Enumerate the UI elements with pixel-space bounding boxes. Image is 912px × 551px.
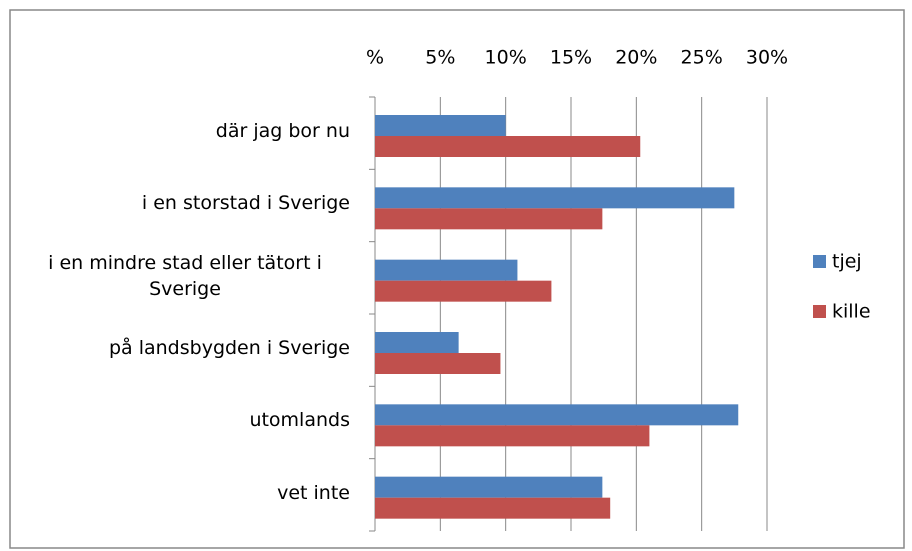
legend-swatch [813, 305, 826, 318]
bar [375, 476, 603, 498]
x-tick-label: % [366, 47, 384, 69]
x-tick-label: 10% [485, 47, 527, 69]
y-tick-label-box: i en storstad i Sverige [20, 167, 350, 239]
y-tick-label-box: där jag bor nu [20, 95, 350, 167]
legend-label: tjej [832, 251, 862, 273]
y-tick-label: i en mindre stad eller tätort i Sverige [48, 251, 322, 300]
bar [375, 332, 459, 353]
x-tick-label: 30% [746, 47, 788, 69]
x-tick-label: 5% [425, 47, 455, 69]
y-tick-label-box: i en mindre stad eller tätort i Sverige [20, 240, 350, 312]
bar [375, 136, 641, 157]
legend-swatch [813, 255, 826, 268]
y-tick-label: i en storstad i Sverige [141, 192, 350, 215]
bar [375, 404, 739, 426]
bar [375, 353, 501, 374]
bar [375, 115, 506, 136]
x-tick-label: 20% [615, 47, 657, 69]
bar [375, 280, 552, 302]
bar [375, 208, 603, 230]
bar [375, 497, 611, 519]
x-tick-label: 25% [681, 47, 723, 69]
bar [375, 425, 650, 447]
bar [375, 187, 735, 209]
y-tick-label: vet inte [277, 481, 350, 504]
y-tick-label-box: utomlands [20, 384, 350, 456]
y-tick-label-box: vet inte [20, 457, 350, 529]
y-tick-label: utomlands [249, 409, 350, 432]
y-tick-label: där jag bor nu [215, 120, 350, 142]
x-tick-label: 15% [550, 47, 592, 69]
y-tick-label-box: på landsbygden i Sverige [20, 312, 350, 384]
y-tick-label: på landsbygden i Sverige [108, 337, 350, 359]
legend-label: kille [832, 301, 871, 323]
bar [375, 259, 518, 281]
